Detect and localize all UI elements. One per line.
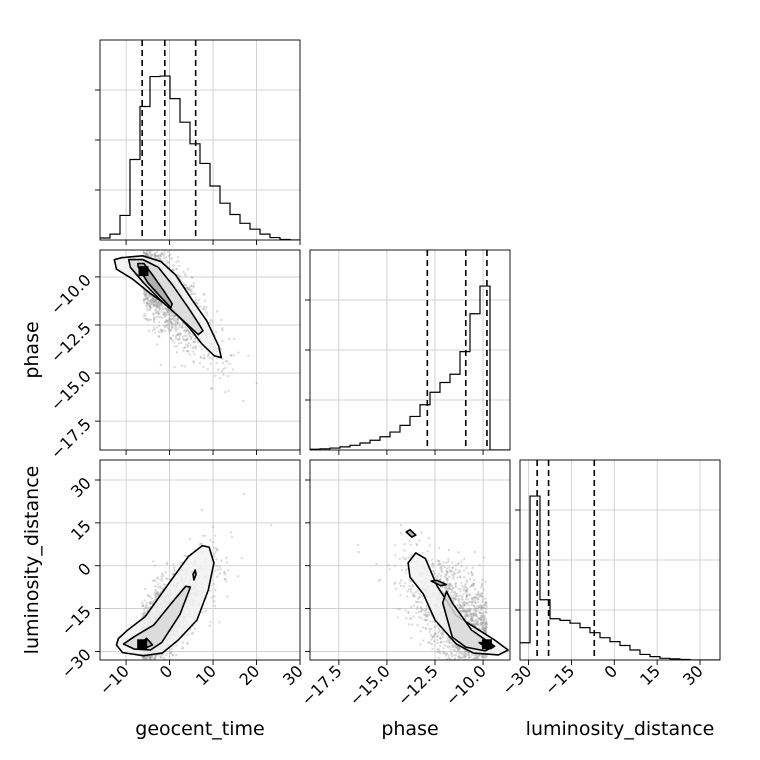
scatter-frame bbox=[309, 459, 511, 661]
x-tick-label: 15 bbox=[636, 661, 664, 689]
contour-level-4 bbox=[430, 579, 448, 587]
panel-content bbox=[113, 250, 258, 403]
x-tick-label: 30 bbox=[279, 661, 307, 689]
contour-level-5 bbox=[405, 528, 417, 538]
y-tick-label: −15 bbox=[58, 602, 95, 639]
hist-frame bbox=[519, 459, 721, 661]
contour-level-2 bbox=[441, 590, 496, 652]
density-peak bbox=[138, 266, 149, 277]
hist-panel-phase bbox=[305, 249, 511, 455]
y-tick-label: 30 bbox=[67, 473, 95, 501]
panel-content bbox=[115, 492, 273, 660]
x-axis-label-geocent_time: geocent_time bbox=[135, 718, 264, 740]
x-axis-label-luminosity_distance: luminosity_distance bbox=[526, 718, 715, 740]
y-tick-label: −17.5 bbox=[47, 415, 95, 463]
x-tick-label: 20 bbox=[236, 661, 264, 689]
hist-step-geocent_time bbox=[100, 75, 300, 240]
contour-level-1 bbox=[115, 544, 215, 657]
scatter-panel-geocent_time-vs-phase: −17.5−15.0−12.5−10.0 bbox=[47, 249, 301, 463]
x-tick-label: −30 bbox=[498, 661, 535, 698]
scatter-frame bbox=[99, 459, 301, 661]
y-tick-label: 0 bbox=[74, 559, 95, 580]
x-tick-label: −10.0 bbox=[442, 661, 490, 709]
x-tick-label: 30 bbox=[679, 661, 707, 689]
x-tick-label: 0 bbox=[156, 661, 177, 682]
x-tick-label: 10 bbox=[192, 661, 220, 689]
hist-frame bbox=[99, 39, 301, 241]
hist-panel-luminosity_distance: −30 −15 0 15 30 bbox=[498, 459, 721, 699]
x-tick-label: −15 bbox=[541, 661, 578, 698]
y-tick-label: 15 bbox=[67, 516, 95, 544]
hist-step-luminosity_distance bbox=[520, 495, 720, 660]
hist-frame bbox=[309, 249, 511, 451]
hist-step-phase bbox=[310, 285, 510, 450]
scatter-panel-geocent_time-vs-luminosity_distance: −10 0 10 20 30 −30 −15 0 15 30 bbox=[58, 459, 307, 699]
x-tick-label: −15.0 bbox=[346, 661, 394, 709]
density-peak bbox=[481, 639, 492, 650]
y-tick-label: −30 bbox=[58, 645, 95, 682]
x-axis-label-phase: phase bbox=[381, 718, 438, 740]
x-tick-label: −10 bbox=[96, 661, 133, 698]
contour-level-4 bbox=[192, 569, 197, 581]
x-tick-label: 0 bbox=[600, 661, 621, 682]
contour-level-1 bbox=[113, 255, 223, 359]
y-axis-label-luminosity_distance: luminosity_distance bbox=[21, 466, 43, 655]
y-axis-label-phase: phase bbox=[21, 321, 43, 378]
scatter-frame bbox=[99, 249, 301, 451]
x-tick-label: −17.5 bbox=[298, 661, 346, 709]
x-tick-label: −12.5 bbox=[394, 661, 442, 709]
density-peak bbox=[137, 639, 148, 650]
contour-level-2 bbox=[122, 585, 192, 651]
panel-content bbox=[356, 523, 509, 660]
y-tick-label: −15.0 bbox=[47, 366, 95, 414]
y-tick-label: −10.0 bbox=[47, 270, 95, 318]
y-tick-label: −12.5 bbox=[47, 318, 95, 366]
scatter-panel-phase-vs-luminosity_distance: −17.5 −15.0 −12.5 −10.0 bbox=[298, 459, 511, 709]
hist-panel-geocent_time bbox=[95, 39, 301, 245]
